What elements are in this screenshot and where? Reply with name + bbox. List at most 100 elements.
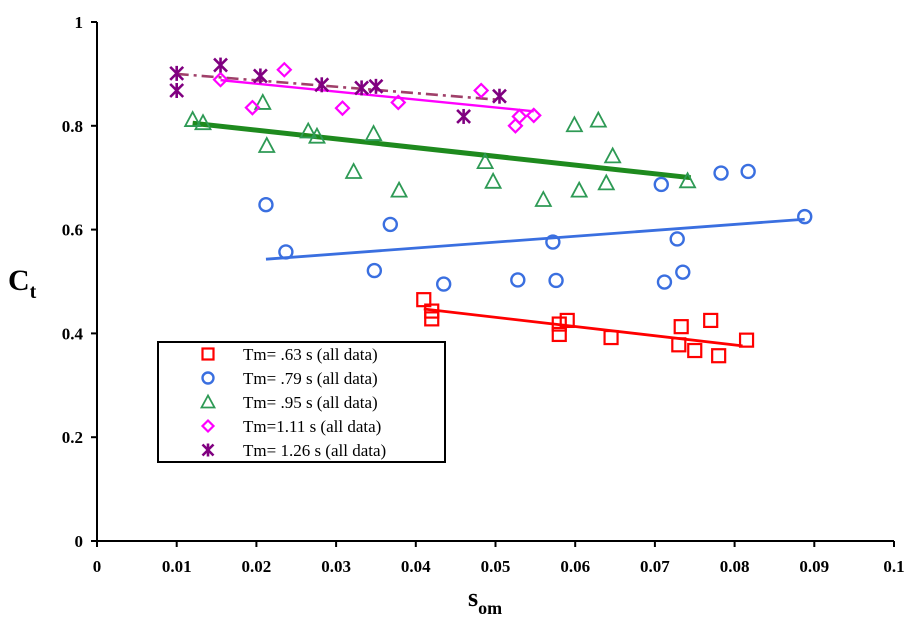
data-point-series-3 xyxy=(390,180,409,198)
legend-label: Tm= .95 s (all data) xyxy=(243,393,378,412)
data-point-series-2 xyxy=(713,165,729,181)
data-point-series-3 xyxy=(183,110,202,127)
legend-label: Tm= .79 s (all data) xyxy=(243,369,378,388)
data-point-series-2 xyxy=(656,274,673,290)
data-point-series-4 xyxy=(525,107,542,124)
legend-marker-series-5 xyxy=(201,443,215,457)
data-point-series-3 xyxy=(193,113,213,131)
data-point-series-4 xyxy=(473,82,490,99)
data-point-series-2 xyxy=(366,262,383,279)
data-point-series-4 xyxy=(511,108,528,125)
x-tick-label: 0.03 xyxy=(321,557,351,576)
data-point-series-4 xyxy=(212,71,229,88)
x-tick-label: 0.1 xyxy=(883,557,904,576)
data-point-series-2 xyxy=(669,231,685,247)
x-tick-label: 0.04 xyxy=(401,557,431,576)
data-point-series-2 xyxy=(435,276,452,292)
data-point-series-3 xyxy=(678,171,697,189)
trend-line-series-2 xyxy=(265,217,805,261)
legend-marker-series-4 xyxy=(200,418,216,434)
data-point-series-3 xyxy=(589,110,608,128)
y-axis-label: Ct xyxy=(8,264,37,303)
y-tick-label: 1 xyxy=(75,13,84,32)
data-point-series-5 xyxy=(169,83,185,99)
data-points xyxy=(169,57,813,364)
data-point-series-3 xyxy=(253,93,272,110)
data-point-series-3 xyxy=(344,162,363,179)
y-axis-label-main: C xyxy=(8,264,30,297)
data-point-series-1 xyxy=(687,342,703,359)
data-point-series-1 xyxy=(711,348,727,364)
data-point-series-2 xyxy=(545,234,561,250)
legend: Tm= .63 s (all data) Tm= .79 s (all data)… xyxy=(157,341,446,463)
data-point-series-3 xyxy=(484,171,503,189)
data-point-series-2 xyxy=(548,272,564,289)
x-tick-label: 0.07 xyxy=(640,557,670,576)
y-tick-label: 0 xyxy=(75,532,84,551)
trend-line-series-4 xyxy=(220,78,534,113)
data-point-series-1 xyxy=(559,312,575,329)
x-tick-label: 0.01 xyxy=(162,557,192,576)
data-point-series-1 xyxy=(551,326,567,343)
data-point-series-1 xyxy=(603,329,619,346)
data-point-series-3 xyxy=(299,121,318,139)
data-point-series-3 xyxy=(476,152,495,170)
legend-marker-series-3 xyxy=(199,393,217,409)
data-point-series-4 xyxy=(244,99,261,116)
data-point-series-1 xyxy=(738,332,755,348)
x-axis-label-main: s xyxy=(468,583,478,612)
data-point-series-3 xyxy=(307,126,326,144)
legend-label: Tm= .63 s (all data) xyxy=(243,345,378,364)
ticks: 0 0.01 0.02 0.03 0.04 0.05 0.06 0.07 0.08 0.09 0.1… xyxy=(62,13,905,576)
data-point-series-5 xyxy=(456,108,472,124)
y-axis-label-sub: t xyxy=(30,281,37,303)
legend-box xyxy=(157,341,446,463)
trend-line-series-3 xyxy=(192,120,692,181)
data-point-series-5 xyxy=(492,88,507,104)
data-point-series-1 xyxy=(424,311,440,327)
data-point-series-2 xyxy=(797,208,813,225)
trend-lines xyxy=(176,72,805,348)
trend-line-series-1 xyxy=(423,307,743,348)
data-point-series-3 xyxy=(597,173,616,191)
data-point-series-2 xyxy=(675,264,691,280)
data-point-series-5 xyxy=(213,57,228,73)
x-tick-label: 0.05 xyxy=(481,557,511,576)
data-point-series-3 xyxy=(570,180,589,198)
y-tick-label: 0.4 xyxy=(62,324,84,343)
data-point-series-1 xyxy=(673,319,689,335)
data-point-series-5 xyxy=(169,65,185,81)
x-axis-label: som xyxy=(468,583,502,618)
data-point-series-2 xyxy=(382,216,398,233)
legend-marker-series-2 xyxy=(201,371,215,385)
y-tick-label: 0.2 xyxy=(62,428,83,447)
legend-marker-series-1 xyxy=(201,347,215,361)
data-point-series-3 xyxy=(534,190,553,207)
data-point-series-1 xyxy=(416,292,432,308)
data-point-series-4 xyxy=(276,61,293,78)
data-point-series-1 xyxy=(424,303,440,319)
trend-line-series-5 xyxy=(176,72,500,102)
data-point-series-3 xyxy=(257,136,276,153)
data-point-series-5 xyxy=(354,80,370,96)
legend-label: Tm= 1.26 s (all data) xyxy=(243,441,386,460)
data-point-series-3 xyxy=(565,115,584,133)
x-tick-label: 0.08 xyxy=(720,557,750,576)
data-point-series-1 xyxy=(551,316,567,332)
data-point-series-2 xyxy=(510,272,526,288)
data-point-series-4 xyxy=(334,100,351,117)
x-axis-label-sub: om xyxy=(478,598,502,618)
data-point-series-4 xyxy=(390,94,407,111)
y-tick-label: 0.8 xyxy=(62,117,83,136)
data-point-series-5 xyxy=(252,68,268,84)
y-tick-label: 0.6 xyxy=(62,221,83,240)
data-point-series-3 xyxy=(603,146,622,164)
data-point-series-2 xyxy=(278,244,294,260)
data-point-series-2 xyxy=(740,163,756,180)
data-point-series-5 xyxy=(314,77,330,93)
x-tick-label: 0.09 xyxy=(799,557,829,576)
data-point-series-2 xyxy=(653,176,669,193)
legend-label: Tm=1.11 s (all data) xyxy=(243,417,381,436)
x-tick-label: 0 xyxy=(93,557,102,576)
